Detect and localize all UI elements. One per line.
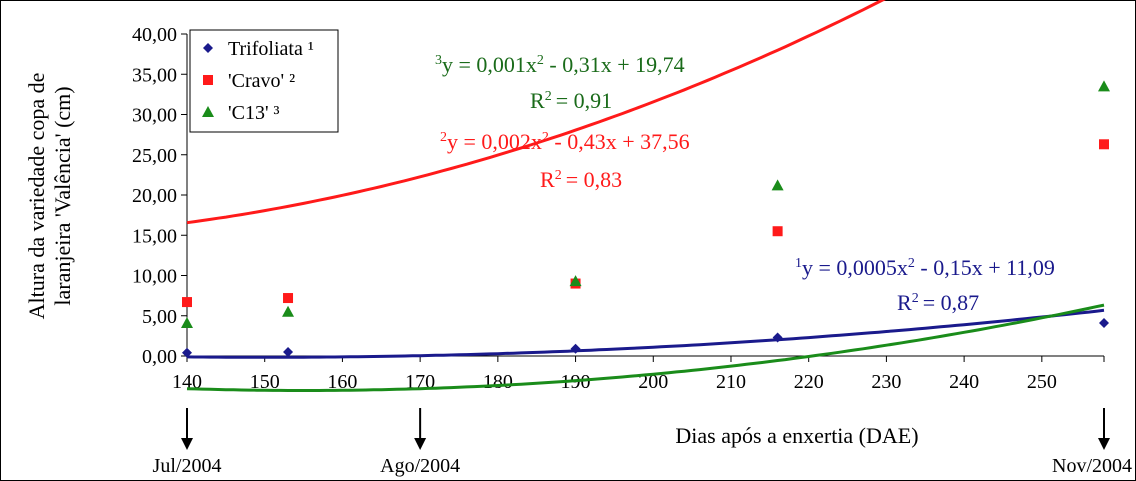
y-tick-label: 10,00 bbox=[132, 266, 177, 288]
arrow-head-icon bbox=[414, 438, 427, 450]
svg-text:2y = 0,002x2 - 0,43x + 37,56: 2y = 0,002x2 - 0,43x + 37,56 bbox=[440, 129, 690, 154]
month-label: Ago/2004 bbox=[380, 455, 460, 477]
x-tick-label: 160 bbox=[327, 371, 357, 393]
data-point-diamond bbox=[772, 332, 783, 343]
equation-c13: 3y = 0,001x2 - 0,31x + 19,74 R2 = 0,91 bbox=[435, 52, 685, 113]
legend-marker-triangle bbox=[202, 106, 214, 117]
y-tick-label: 5,00 bbox=[142, 306, 177, 328]
equation-trifoliata-sup: 1 bbox=[795, 256, 802, 271]
y-tick-label: 40,00 bbox=[132, 24, 177, 46]
month-markers: Jul/2004 Ago/2004 Nov/2004 bbox=[153, 408, 1132, 477]
y-axis-title-line2: laranjeira 'Valência' (cm) bbox=[50, 86, 75, 305]
legend-label: 'C13' ³ bbox=[228, 102, 280, 124]
x-axis-title: Dias após a enxertia (DAE) bbox=[675, 423, 918, 448]
x-tick-label: 210 bbox=[716, 371, 746, 393]
arrow-head-icon bbox=[181, 438, 193, 450]
equation-cravo-sup: 2 bbox=[440, 130, 447, 145]
month-label: Jul/2004 bbox=[153, 455, 222, 477]
svg-text:1y = 0,0005x2 - 0,15x + 11,09: 1y = 0,0005x2 - 0,15x + 11,09 bbox=[795, 255, 1055, 280]
x-tick-label: 150 bbox=[250, 371, 280, 393]
x-tick-label: 230 bbox=[871, 371, 901, 393]
data-point-triangle bbox=[181, 316, 193, 328]
r2-c13: R2 = 0,91 bbox=[530, 88, 612, 113]
data-point-diamond bbox=[1099, 317, 1109, 328]
equation-trifoliata-main: y = 0,0005x bbox=[802, 255, 908, 280]
y-tick-label: 25,00 bbox=[132, 145, 177, 167]
data-point-square bbox=[182, 297, 192, 308]
equation-cravo: 2y = 0,002x2 - 0,43x + 37,56 R2 = 0,83 bbox=[440, 129, 690, 192]
x-tick-label: 200 bbox=[638, 371, 668, 393]
legend-label: Trifoliata ¹ bbox=[228, 38, 314, 60]
data-point-diamond bbox=[570, 343, 581, 354]
data-point-square bbox=[1099, 139, 1109, 150]
equation-c13-sup: 3 bbox=[435, 53, 442, 68]
y-tick-label: 35,00 bbox=[132, 64, 177, 86]
trend-line-triangle bbox=[186, 303, 1105, 392]
data-point-triangle bbox=[282, 305, 295, 317]
r2-trifoliata: R2 = 0,87 bbox=[897, 290, 979, 315]
equation-cravo-rest: - 0,43x + 37,56 bbox=[549, 129, 690, 154]
equation-trifoliata: 1y = 0,0005x2 - 0,15x + 11,09 R2 = 0,87 bbox=[795, 255, 1055, 315]
equation-c13-main: y = 0,001x bbox=[442, 52, 537, 77]
x-tick-label: 220 bbox=[794, 371, 824, 393]
x-tick-label: 250 bbox=[1027, 371, 1057, 393]
trend-lines bbox=[186, 0, 1105, 392]
equation-trifoliata-rest: - 0,15x + 11,09 bbox=[915, 255, 1055, 280]
data-point-triangle bbox=[1098, 80, 1110, 92]
data-point-square bbox=[772, 226, 783, 237]
equation-cravo-main: y = 0,002x bbox=[447, 129, 542, 154]
legend: Trifoliata ¹ 'Cravo' ² 'C13' ³ bbox=[189, 29, 339, 133]
arrow-head-icon bbox=[1098, 438, 1110, 450]
trend-line-diamond bbox=[186, 308, 1105, 359]
data-points bbox=[181, 80, 1110, 358]
y-tick-label: 15,00 bbox=[132, 225, 177, 247]
legend-marker-diamond bbox=[203, 43, 213, 53]
data-point-triangle bbox=[771, 179, 784, 191]
x-tick-label: 180 bbox=[483, 371, 513, 393]
trend-line-square bbox=[186, 0, 886, 225]
data-point-triangle bbox=[569, 275, 582, 287]
data-point-diamond bbox=[283, 346, 294, 357]
y-tick-label: 0,00 bbox=[142, 346, 177, 368]
legend-marker-square bbox=[203, 75, 213, 85]
y-axis-title-line1: Altura da variedade copa de bbox=[24, 73, 49, 320]
y-tick-label: 30,00 bbox=[132, 105, 177, 127]
x-tick-label: 240 bbox=[949, 371, 979, 393]
y-tick-label: 20,00 bbox=[132, 185, 177, 207]
svg-text:3y = 0,001x2 - 0,31x + 19,74: 3y = 0,001x2 - 0,31x + 19,74 bbox=[435, 52, 685, 77]
r2-cravo: R2 = 0,83 bbox=[540, 167, 622, 192]
legend-box bbox=[189, 29, 339, 133]
equation-c13-rest: - 0,31x + 19,74 bbox=[544, 52, 685, 77]
data-point-square bbox=[283, 293, 294, 304]
data-point-diamond bbox=[182, 347, 192, 358]
month-label: Nov/2004 bbox=[1052, 455, 1132, 477]
legend-label: 'Cravo' ² bbox=[228, 70, 295, 92]
